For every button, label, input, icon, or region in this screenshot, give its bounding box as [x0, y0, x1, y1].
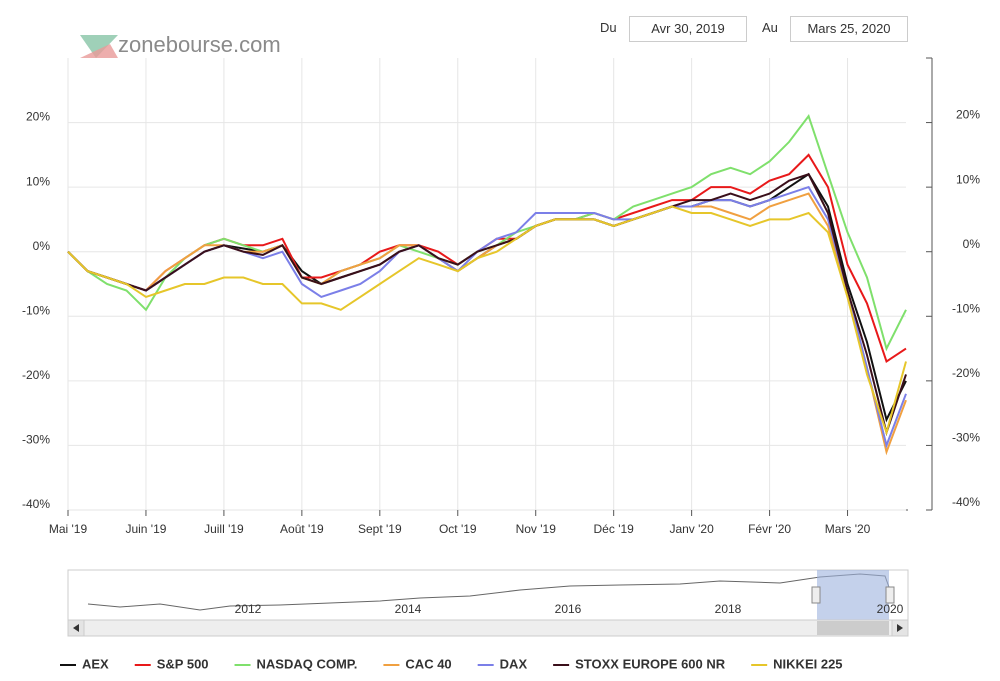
legend-label[interactable]: S&P 500: [157, 656, 209, 671]
logo-mark: [80, 35, 118, 58]
x-tick-label: Déc '19: [594, 522, 635, 536]
y-tick-label: -30%: [22, 433, 50, 447]
navigator-handle[interactable]: [885, 586, 895, 604]
legend-label[interactable]: NASDAQ COMP.: [257, 656, 358, 671]
from-date-input[interactable]: Avr 30, 2019: [629, 16, 747, 42]
navigator-year: 2016: [555, 602, 582, 616]
navigator-year: 2020: [877, 602, 904, 616]
navigator-year: 2018: [715, 602, 742, 616]
navigator-handle[interactable]: [811, 586, 821, 604]
y-tick-label: -10%: [22, 303, 50, 317]
legend-label[interactable]: CAC 40: [405, 656, 451, 671]
y2-tick-label: 10%: [956, 172, 980, 186]
legend-label[interactable]: DAX: [500, 656, 528, 671]
y2-tick-label: -30%: [952, 431, 980, 445]
navigator: [67, 569, 909, 621]
y2-tick-label: -10%: [952, 301, 980, 315]
navigator-selection[interactable]: [817, 570, 889, 620]
x-tick-label: Oct '19: [439, 522, 477, 536]
arrow: [897, 624, 903, 632]
navigator-year: 2014: [395, 602, 422, 616]
x-tick-label: Août '19: [280, 522, 324, 536]
navigator-line: [87, 573, 891, 611]
x-tick-label: Févr '20: [748, 522, 791, 536]
y2-tick-label: 0%: [963, 237, 981, 251]
scrollbar-thumb[interactable]: [817, 621, 889, 635]
legend-label[interactable]: AEX: [82, 656, 109, 671]
legend-label[interactable]: STOXX EUROPE 600 NR: [575, 656, 726, 671]
from-label: Du: [600, 20, 617, 35]
plot: [67, 58, 907, 511]
to-label: Au: [762, 20, 778, 35]
series-line: [67, 205, 907, 436]
series-line: [67, 192, 907, 456]
x-tick-label: Juill '19: [204, 522, 244, 536]
y-tick-label: -40%: [22, 497, 50, 511]
x-tick-label: Sept '19: [358, 522, 402, 536]
scrollbar[interactable]: [67, 619, 909, 637]
series-line: [67, 172, 907, 423]
logo-mark: [80, 44, 118, 58]
legend-label[interactable]: NIKKEI 225: [773, 656, 842, 671]
x-tick-label: Janv '20: [669, 522, 714, 536]
logo: zonebourse.com: [118, 32, 281, 57]
y-tick-label: -20%: [22, 368, 50, 382]
to-date-input[interactable]: Mars 25, 2020: [790, 16, 908, 42]
arrow: [73, 624, 79, 632]
y-tick-label: 10%: [26, 174, 50, 188]
y-tick-label: 0%: [33, 239, 51, 253]
series-line: [67, 113, 907, 352]
y2-tick-label: -40%: [952, 495, 980, 509]
navigator-year: 2012: [235, 602, 262, 616]
y-tick-label: 20%: [26, 110, 50, 124]
x-tick-label: Juin '19: [125, 522, 166, 536]
y2-tick-label: -20%: [952, 366, 980, 380]
x-tick-label: Mai '19: [49, 522, 88, 536]
x-tick-label: Nov '19: [516, 522, 557, 536]
series-line: [67, 172, 907, 437]
y2-tick-label: 20%: [956, 108, 980, 122]
x-tick-label: Mars '20: [825, 522, 871, 536]
